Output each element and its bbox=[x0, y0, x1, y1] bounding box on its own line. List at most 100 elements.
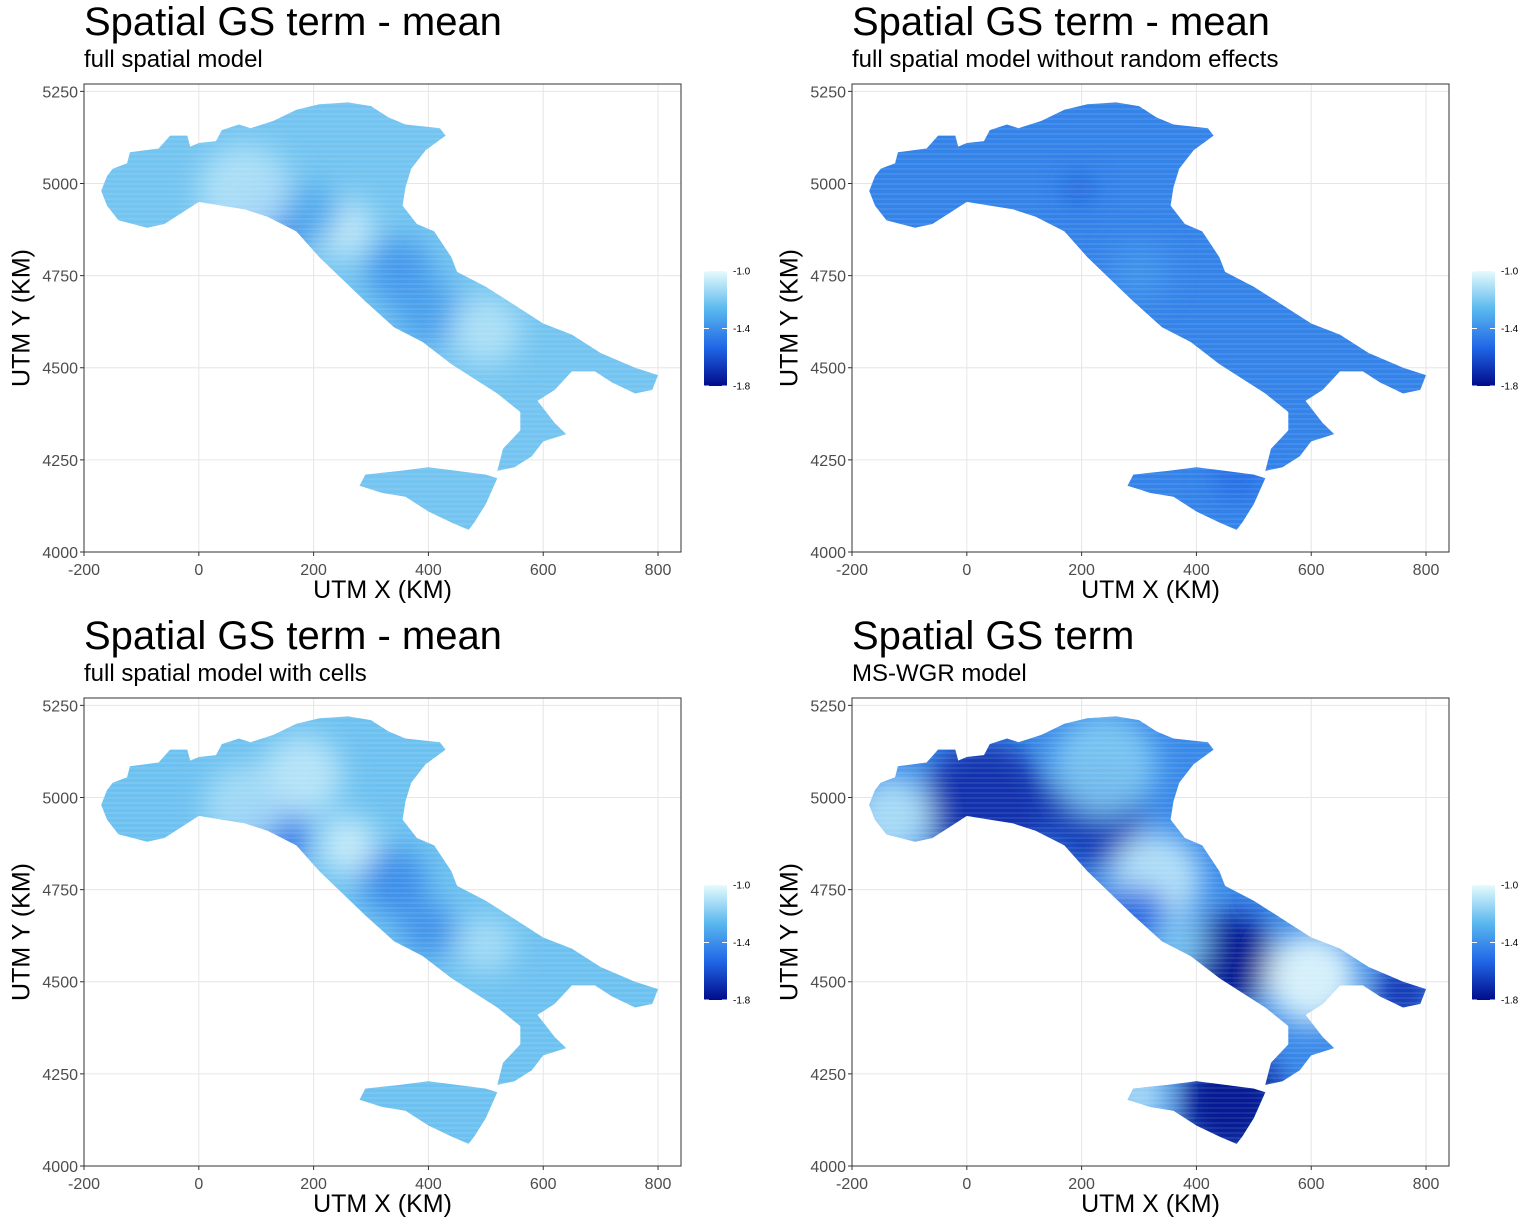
y-tick-label: 5000 bbox=[42, 790, 78, 807]
x-tick-label: 600 bbox=[1298, 562, 1325, 579]
plot-border bbox=[83, 697, 682, 1167]
x-axis-label: UTM X (KM) bbox=[1081, 576, 1220, 604]
x-tick-label: 600 bbox=[1298, 1176, 1325, 1193]
chart-title: Spatial GS term - mean bbox=[852, 0, 1270, 44]
y-tick-label: 5000 bbox=[42, 176, 78, 193]
plot-border bbox=[851, 697, 1450, 1167]
colorbar-tick-label: -1.0 bbox=[733, 881, 751, 892]
y-axis-label: UTM Y (KM) bbox=[775, 863, 804, 1001]
heatmap-plot: -200 0 200 400 600 800 4000 4250 4500 4750 5000 525… bbox=[810, 83, 1519, 579]
surface-feature bbox=[399, 901, 458, 959]
x-tick-label: 800 bbox=[645, 1176, 672, 1193]
y-axis-label: UTM Y (KM) bbox=[7, 249, 36, 387]
surface-feature bbox=[457, 916, 515, 974]
colorbar bbox=[704, 885, 727, 1000]
x-tick-label: 200 bbox=[1068, 1176, 1095, 1193]
y-tick-label: 4500 bbox=[42, 975, 78, 992]
y-tick-label: 4250 bbox=[810, 1067, 846, 1084]
chart-title: Spatial GS term - mean bbox=[84, 614, 502, 658]
y-tick-label: 4500 bbox=[42, 361, 78, 378]
surface-feature bbox=[284, 184, 343, 242]
surface-feature bbox=[451, 296, 521, 366]
y-tick-label: 5250 bbox=[810, 84, 846, 101]
x-tick-label: 400 bbox=[415, 1176, 442, 1193]
colorbar-tick-label: -1.4 bbox=[1501, 324, 1519, 335]
colorbar-tick-label: -1.8 bbox=[733, 382, 751, 393]
surface-features bbox=[1067, 177, 1260, 502]
y-tick-label: 4750 bbox=[42, 269, 78, 286]
y-tick-label: 4500 bbox=[810, 975, 846, 992]
y-tick-label: 5250 bbox=[810, 698, 846, 715]
y-axis-label: UTM Y (KM) bbox=[775, 249, 804, 387]
chart-panel: Spatial GS term - mean full spatial mode… bbox=[0, 614, 768, 1228]
x-tick-label: 400 bbox=[1183, 1176, 1210, 1193]
x-tick-label: 0 bbox=[962, 1176, 971, 1193]
surface-features bbox=[204, 735, 515, 974]
colorbar-tick-label: -1.0 bbox=[1501, 881, 1519, 892]
chart-subtitle: full spatial model with cells bbox=[84, 660, 367, 687]
chart-panel: Spatial GS term - mean full spatial mode… bbox=[0, 0, 768, 614]
y-tick-label: 4000 bbox=[42, 545, 78, 562]
y-tick-label: 5000 bbox=[810, 176, 846, 193]
colorbar bbox=[1472, 271, 1495, 386]
x-tick-label: -200 bbox=[68, 562, 100, 579]
y-tick-label: 4250 bbox=[810, 453, 846, 470]
chart-panel: Spatial GS term - mean full spatial mode… bbox=[768, 0, 1536, 614]
x-tick-label: -200 bbox=[836, 1176, 868, 1193]
chart-title: Spatial GS term bbox=[852, 614, 1135, 658]
x-tick-label: 600 bbox=[530, 562, 557, 579]
plot-border bbox=[851, 83, 1450, 553]
y-tick-label: 5250 bbox=[42, 698, 78, 715]
colorbar-tick-label: -1.0 bbox=[1501, 267, 1519, 278]
chart-title: Spatial GS term - mean bbox=[84, 0, 502, 44]
heatmap-plot: -200 0 200 400 600 800 4000 4250 4500 4750 5000 525… bbox=[810, 697, 1519, 1193]
plot-border bbox=[83, 83, 682, 553]
surface-feature bbox=[1052, 716, 1157, 816]
y-tick-label: 4750 bbox=[42, 883, 78, 900]
colorbar bbox=[704, 271, 727, 386]
chart-subtitle: MS-WGR model bbox=[852, 660, 1027, 687]
y-tick-label: 4000 bbox=[810, 1159, 846, 1176]
x-tick-label: -200 bbox=[836, 562, 868, 579]
colorbar-tick-label: -1.4 bbox=[1501, 938, 1519, 949]
y-tick-label: 4750 bbox=[810, 269, 846, 286]
x-axis-label: UTM X (KM) bbox=[313, 1190, 452, 1218]
y-tick-label: 5000 bbox=[810, 790, 846, 807]
heatmap-plot: -200 0 200 400 600 800 4000 4250 4500 4750 5000 525… bbox=[42, 697, 751, 1193]
y-tick-label: 4250 bbox=[42, 453, 78, 470]
x-tick-label: 200 bbox=[300, 1176, 327, 1193]
surface-feature bbox=[1110, 243, 1168, 301]
surface-feature bbox=[319, 816, 377, 875]
x-axis-label: UTM X (KM) bbox=[313, 576, 452, 604]
surface-feature bbox=[393, 278, 463, 347]
surface-feature bbox=[1067, 177, 1091, 201]
y-tick-label: 4000 bbox=[42, 1159, 78, 1176]
x-tick-label: 800 bbox=[645, 562, 672, 579]
colorbar-tick-label: -1.0 bbox=[733, 267, 751, 278]
y-tick-label: 4250 bbox=[42, 1067, 78, 1084]
chart-panel: Spatial GS term MS-WGR model -200 0 200 400… bbox=[768, 614, 1536, 1228]
colorbar-tick-label: -1.4 bbox=[733, 938, 751, 949]
x-tick-label: 0 bbox=[194, 562, 203, 579]
x-tick-label: 800 bbox=[1413, 562, 1440, 579]
x-tick-label: -200 bbox=[68, 1176, 100, 1193]
x-tick-label: 200 bbox=[300, 562, 327, 579]
y-tick-label: 4000 bbox=[810, 545, 846, 562]
heatmap-plot: -200 0 200 400 600 800 4000 4250 4500 4750 5000 525… bbox=[42, 83, 751, 579]
x-tick-label: 200 bbox=[1068, 562, 1095, 579]
chart-subtitle: full spatial model without random effect… bbox=[852, 46, 1279, 73]
colorbar bbox=[1472, 885, 1495, 1000]
x-axis-label: UTM X (KM) bbox=[1081, 1190, 1220, 1218]
x-tick-label: 400 bbox=[1183, 562, 1210, 579]
surface-feature bbox=[359, 847, 429, 917]
chart-subtitle: full spatial model bbox=[84, 46, 263, 73]
colorbar-tick-label: -1.8 bbox=[1501, 382, 1519, 393]
x-tick-label: 0 bbox=[962, 562, 971, 579]
y-tick-label: 5250 bbox=[42, 84, 78, 101]
x-tick-label: 0 bbox=[194, 1176, 203, 1193]
colorbar-tick-label: -1.8 bbox=[733, 996, 751, 1007]
y-tick-label: 4500 bbox=[810, 361, 846, 378]
x-tick-label: 600 bbox=[530, 1176, 557, 1193]
x-tick-label: 400 bbox=[415, 562, 442, 579]
colorbar-tick-label: -1.8 bbox=[1501, 996, 1519, 1007]
